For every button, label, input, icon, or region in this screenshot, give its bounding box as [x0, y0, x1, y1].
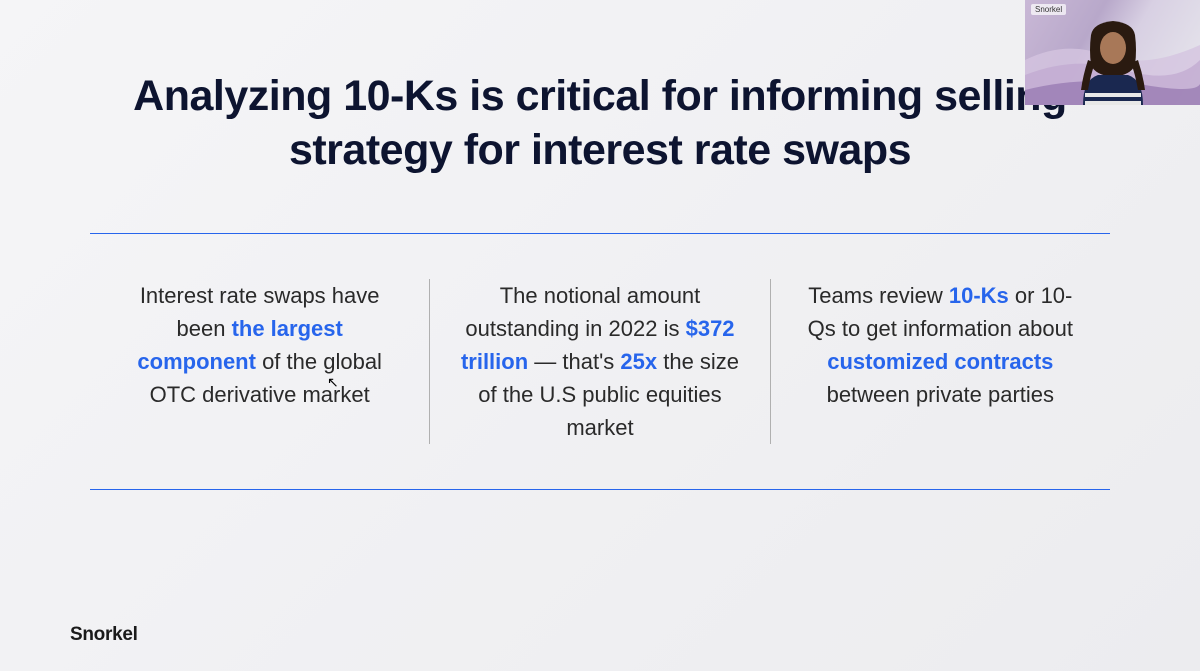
presenter-silhouette [1053, 15, 1173, 105]
body-text: Teams review [808, 283, 949, 308]
divider-bottom [90, 489, 1110, 490]
column-1: Interest rate swaps have been the larges… [90, 279, 429, 444]
slide-container: Analyzing 10-Ks is critical for informin… [0, 0, 1200, 671]
webcam-overlay: Snorkel [1025, 0, 1200, 105]
body-text: — that's [528, 349, 620, 374]
body-text: The notional amount outstanding in 2022 … [465, 283, 700, 341]
webcam-label: Snorkel [1031, 4, 1066, 15]
body-text: between private parties [827, 382, 1054, 407]
highlight-text: customized contracts [827, 349, 1053, 374]
slide-title: Analyzing 10-Ks is critical for informin… [90, 70, 1110, 178]
column-3: Teams review 10-Ks or 10-Qs to get infor… [770, 279, 1110, 444]
highlight-text: 25x [620, 349, 657, 374]
highlight-text: 10-Ks [949, 283, 1009, 308]
columns-row: Interest rate swaps have been the larges… [90, 234, 1110, 489]
column-2: The notional amount outstanding in 2022 … [429, 279, 769, 444]
brand-logo: Snorkel [70, 624, 138, 646]
